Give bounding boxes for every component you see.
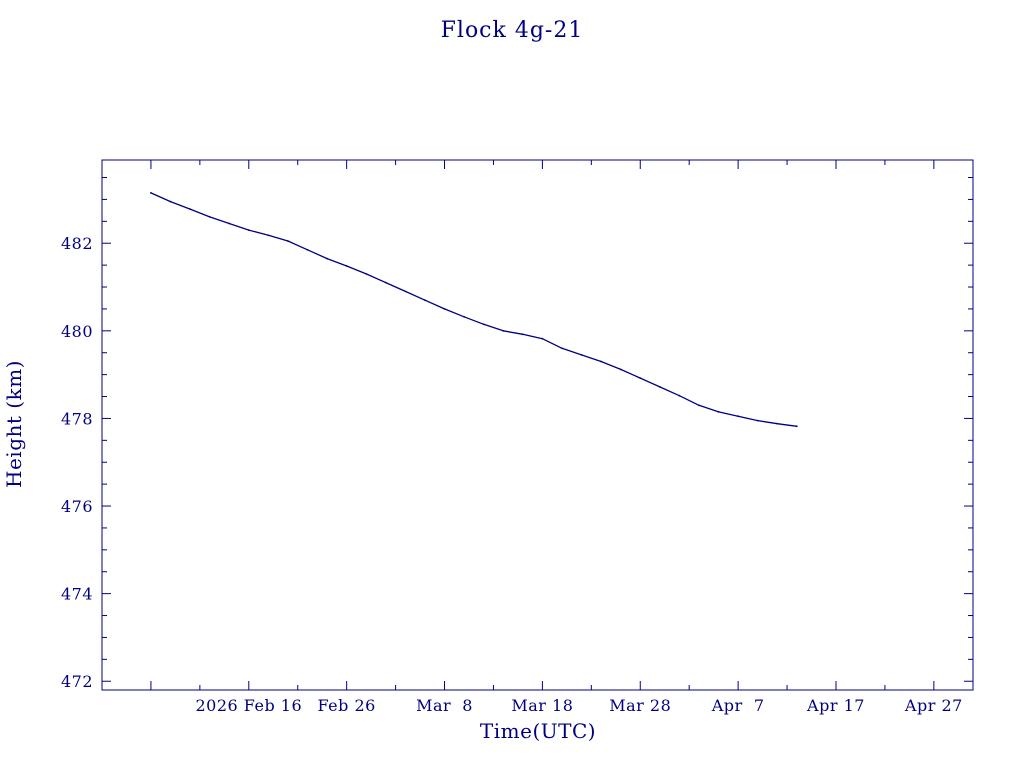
height-series-line [150,192,797,427]
y-tick-label: 472 [61,672,93,691]
height-data-point [482,323,485,326]
height-data-point [150,192,152,194]
height-data-point [169,200,172,203]
plot-area: 2026 Feb 16 Feb 26 Mar 8 Mar 18 Mar 28 Apr 7 A… [61,159,974,715]
y-tick-label: 476 [61,497,93,516]
height-data-point [600,360,602,363]
x-tick-label: Mar 8 [416,696,473,715]
x-tick-label: 2026 Feb 16 [195,696,302,715]
height-data-point [365,273,368,275]
height-data-point [776,422,779,425]
height-data-point [756,419,759,422]
height-data-point [228,222,231,225]
height-data-point [678,394,681,397]
height-data-point [326,257,328,260]
height-data-point [580,354,583,356]
height-data-point [424,299,426,302]
x-axis-label: Time(UTC) [480,719,596,743]
y-tick-label: 474 [61,585,93,604]
y-axis-label: Height (km) [2,360,26,488]
height-data-point [189,208,192,211]
height-data-point [541,337,544,340]
height-data-point [619,368,622,371]
height-data-point [658,386,661,388]
height-data-point [306,248,309,251]
height-data-point [287,240,289,242]
height-data-point [561,347,563,350]
height-data-point [384,281,387,284]
height-data-point [345,265,348,267]
x-tick-label: Feb 26 [317,696,375,715]
x-tick-label: Apr 27 [904,696,963,715]
x-tick-label: Mar 18 [511,696,573,715]
height-data-point [502,329,505,332]
plot-frame [101,159,974,691]
y-tick-label: 480 [61,322,93,341]
height-data-point [267,234,270,237]
height-data-point [639,377,642,379]
x-tick-label: Apr 7 [711,696,765,715]
height-data-point [737,415,739,418]
height-data-point [404,290,407,293]
height-data-point [521,333,524,336]
x-tick-label: Mar 28 [609,696,671,715]
x-tick-label: Apr 17 [806,696,865,715]
height-data-point [443,308,446,310]
height-data-point [717,411,720,413]
chart-title: Flock 4g-21 [441,18,584,43]
height-data-point [208,216,211,218]
height-data-point [698,404,700,407]
height-data-point [795,425,798,428]
y-tick-label: 482 [61,234,93,253]
height-data-point [247,229,250,232]
y-tick-label: 478 [61,409,93,428]
height-data-point [463,315,465,318]
